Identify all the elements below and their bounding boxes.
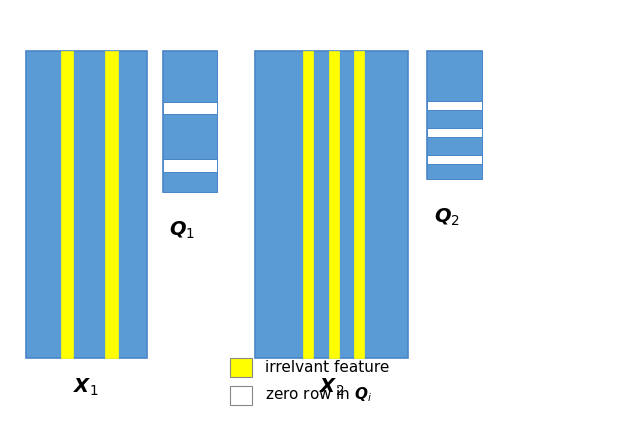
Text: $\boldsymbol{X}_1$: $\boldsymbol{X}_1$ — [73, 377, 99, 398]
Text: irrelvant feature: irrelvant feature — [265, 360, 389, 375]
Bar — [329, 51, 339, 358]
Bar — [230, 358, 252, 377]
Bar — [427, 164, 482, 179]
Bar — [427, 51, 482, 179]
Bar — [427, 137, 482, 155]
Bar — [255, 51, 408, 358]
Bar — [61, 51, 73, 358]
Text: $\boldsymbol{Q}_1$: $\boldsymbol{Q}_1$ — [169, 219, 195, 241]
Bar — [427, 155, 482, 164]
Text: $\boldsymbol{Q}_2$: $\boldsymbol{Q}_2$ — [434, 207, 459, 228]
Bar — [427, 110, 482, 128]
Bar — [105, 51, 118, 358]
Bar — [163, 114, 217, 159]
Bar — [163, 102, 217, 114]
Bar — [303, 51, 313, 358]
Text: $\boldsymbol{X}_2$: $\boldsymbol{X}_2$ — [319, 377, 345, 398]
Bar — [163, 159, 217, 172]
Bar — [163, 51, 217, 192]
Bar — [163, 51, 217, 102]
Bar — [26, 51, 147, 358]
Text: zero row in $\boldsymbol{Q}_i$: zero row in $\boldsymbol{Q}_i$ — [265, 386, 373, 404]
Bar — [354, 51, 364, 358]
Bar — [427, 101, 482, 110]
Bar — [427, 51, 482, 101]
Bar — [230, 386, 252, 405]
Bar — [427, 128, 482, 137]
Bar — [163, 172, 217, 192]
